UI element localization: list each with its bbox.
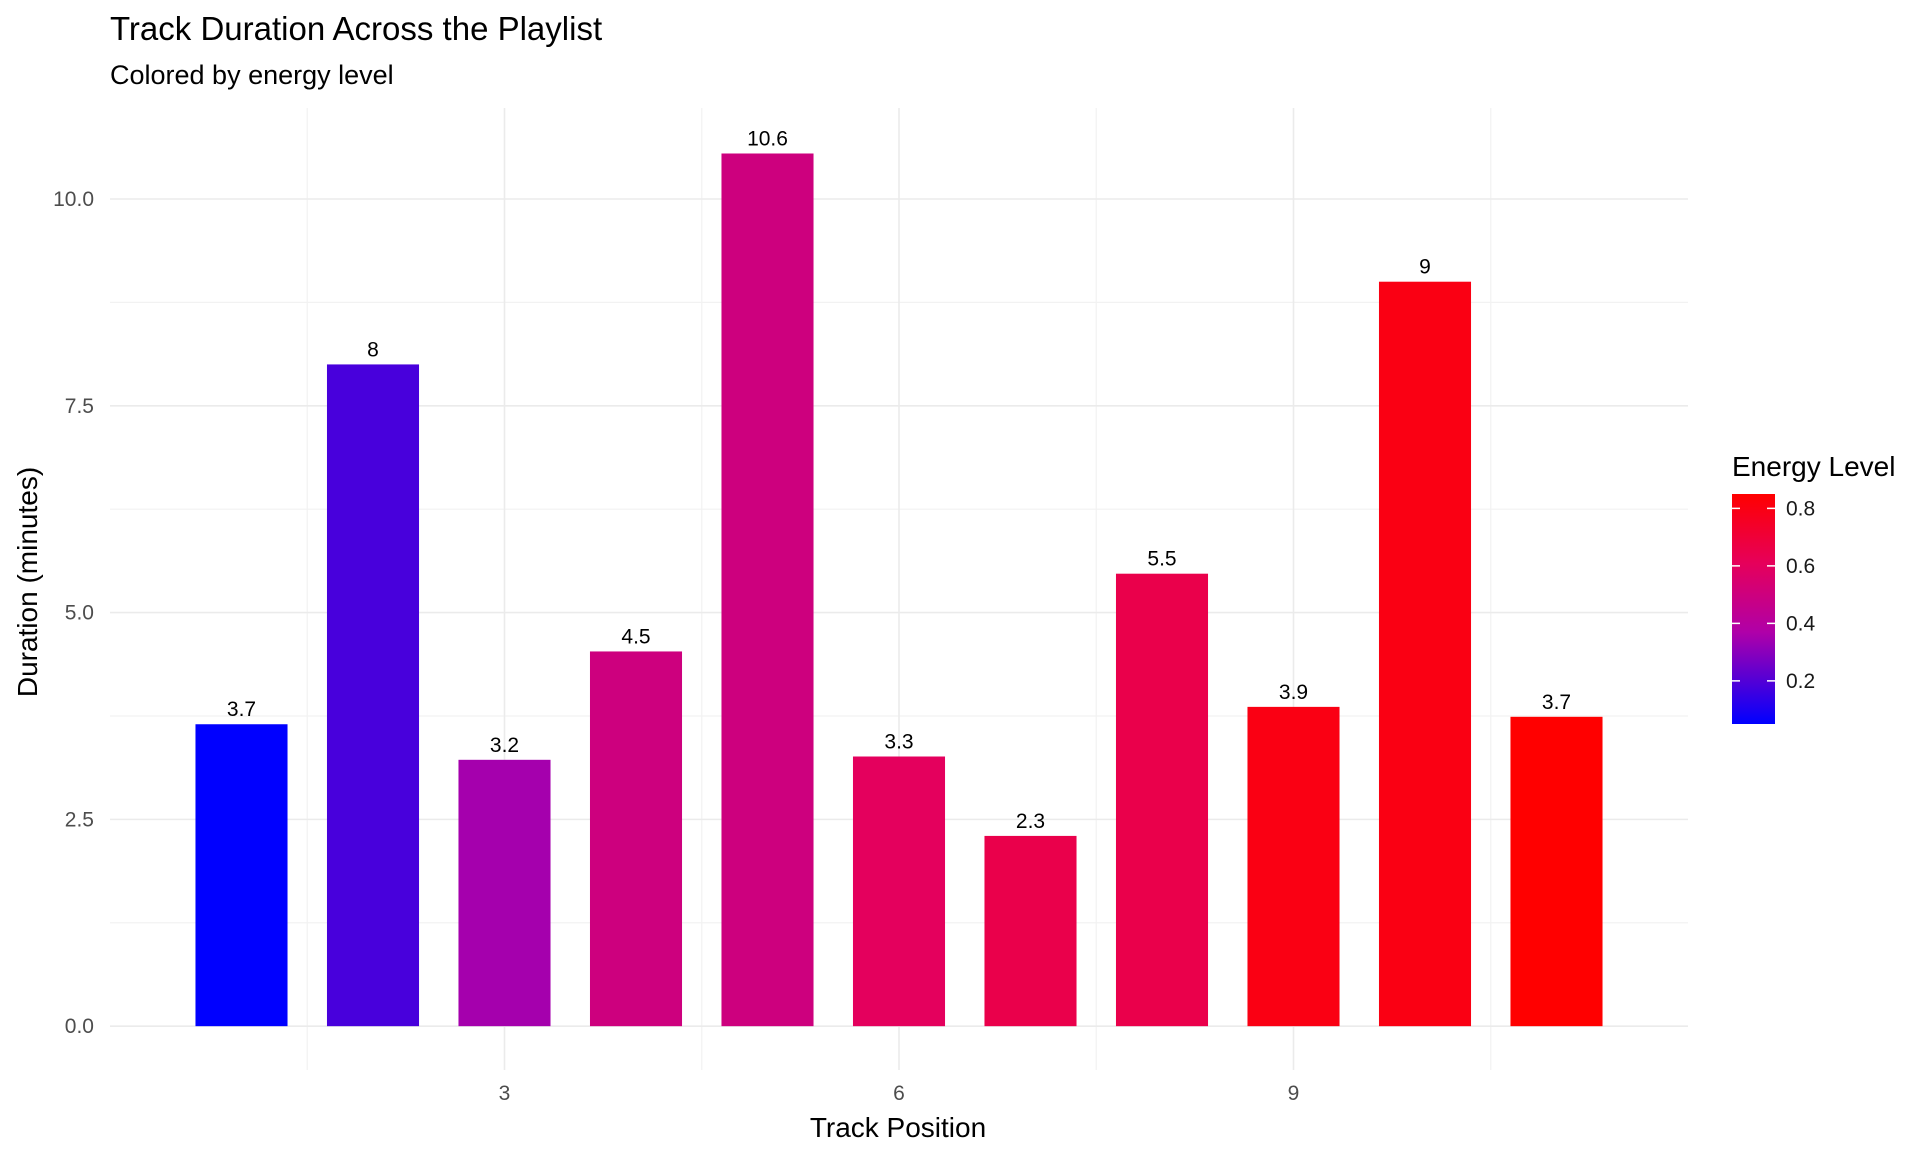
- y-axis-ticks: 0.0 2.5 5.0 7.5 10.0: [53, 188, 94, 1038]
- bars: [195, 153, 1603, 1027]
- legend-colorbar: [1732, 494, 1775, 724]
- legend-ticks: 0.2 0.4 0.6 0.8: [1732, 497, 1816, 693]
- bar-track-10: [1378, 281, 1472, 1027]
- y-tick-label: 0.0: [65, 1015, 94, 1038]
- y-axis-title: Duration (minutes): [12, 467, 43, 697]
- data-label-track-10: 9: [1419, 256, 1431, 279]
- y-tick-label: 7.5: [65, 395, 94, 418]
- data-label-track-6: 3.3: [884, 731, 913, 754]
- x-tick-label: 6: [893, 1082, 905, 1105]
- x-tick-label: 9: [1288, 1082, 1300, 1105]
- bar-track-2: [326, 364, 420, 1027]
- data-label-track-3: 3.2: [490, 734, 519, 757]
- data-label-track-8: 5.5: [1147, 548, 1176, 571]
- bar-track-1: [195, 724, 288, 1027]
- chart-title: Track Duration Across the Playlist: [110, 10, 602, 47]
- x-axis-title: Track Position: [810, 1112, 986, 1143]
- bar-track-11: [1510, 716, 1603, 1027]
- bar-track-6: [852, 756, 946, 1027]
- y-tick-label: 2.5: [65, 808, 94, 831]
- legend-tick-label: 0.8: [1786, 497, 1815, 520]
- bar-track-5: [721, 153, 814, 1027]
- x-axis-ticks: 3 6 9: [499, 1082, 1300, 1105]
- bar-track-4: [589, 651, 683, 1027]
- legend-title: Energy Level: [1732, 451, 1895, 482]
- bar-track-8: [1115, 573, 1209, 1027]
- chart-subtitle: Colored by energy level: [110, 60, 394, 90]
- legend-tick-label: 0.4: [1786, 612, 1816, 635]
- bar-track-3: [458, 759, 551, 1027]
- bar-track-7: [984, 835, 1077, 1027]
- data-label-track-7: 2.3: [1016, 810, 1045, 833]
- data-label-track-1: 3.7: [227, 698, 256, 721]
- x-tick-label: 3: [499, 1082, 511, 1105]
- y-tick-label: 10.0: [53, 188, 94, 211]
- data-label-track-11: 3.7: [1542, 691, 1571, 714]
- y-tick-label: 5.0: [65, 602, 94, 625]
- legend-tick-label: 0.6: [1786, 555, 1815, 578]
- legend: Energy Level 0.2 0.4 0.6 0.8: [1732, 451, 1895, 724]
- data-labels: 3.7 8 3.2 4.5 10.6 3.3 2.3 5.5 3.9 9 3.7: [227, 127, 1571, 832]
- data-label-track-2: 8: [367, 338, 379, 361]
- bar-track-9: [1247, 706, 1340, 1027]
- legend-tick-label: 0.2: [1786, 670, 1815, 693]
- data-label-track-9: 3.9: [1279, 681, 1308, 704]
- data-label-track-5: 10.6: [747, 127, 788, 150]
- data-label-track-4: 4.5: [621, 625, 650, 648]
